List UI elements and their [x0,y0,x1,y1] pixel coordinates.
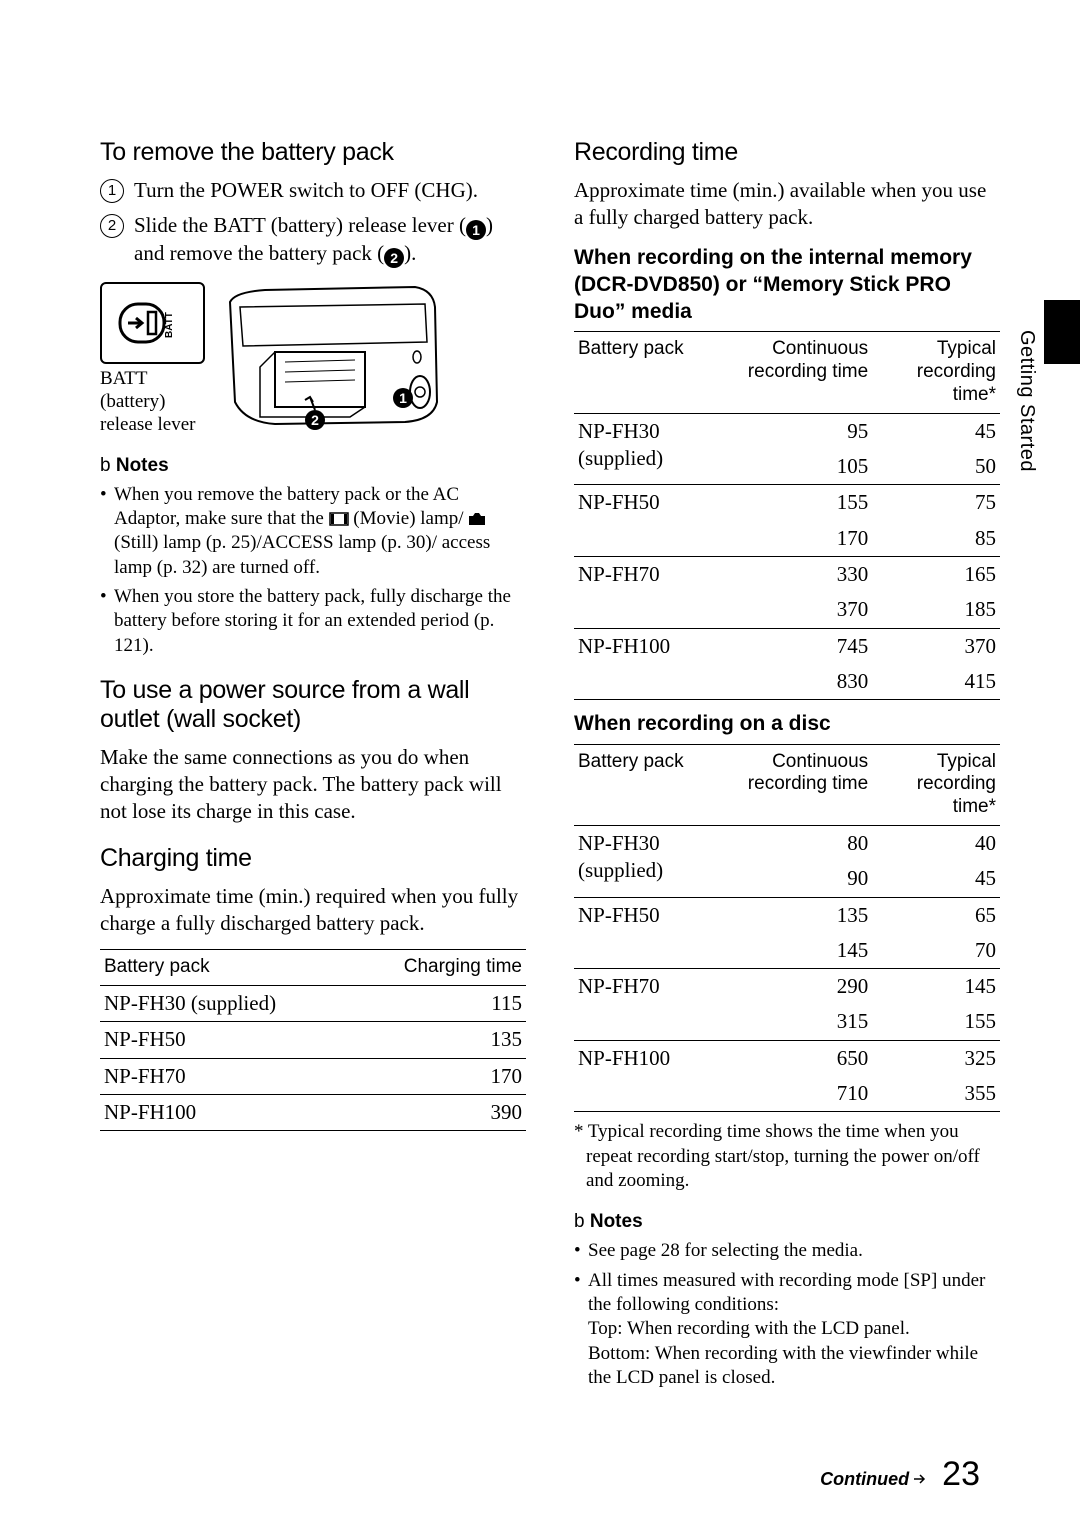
table-row: NP-FH30 (supplied)8040 [574,825,1000,861]
recording-time-intro: Approximate time (min.) available when y… [574,177,1000,232]
table-row: NP-FH100745370 [574,628,1000,664]
charging-time-text: Approximate time (min.) required when yo… [100,883,526,938]
right-column: Recording time Approximate time (min.) a… [574,120,1000,1395]
heading-recording-time: Recording time [574,138,1000,167]
col-battery: Battery pack [574,332,736,413]
notes-heading-right: b Notes [574,1211,1000,1233]
heading-wall-outlet: To use a power source from a wall outlet… [100,676,526,734]
still-icon [468,512,486,526]
page-columns: To remove the battery pack Turn the POWE… [100,120,1000,1395]
recording-table-disc: Battery pack Continuous recording time T… [574,744,1000,1113]
left-note-1: When you remove the battery pack or the … [100,483,526,580]
table-row: NP-FH50135 [100,1022,526,1058]
wall-outlet-text: Make the same connections as you do when… [100,744,526,826]
col-battery: Battery pack [574,744,736,825]
notes-label: Notes [590,1211,643,1232]
step-2: Slide the BATT (battery) release lever (… [100,212,526,268]
svg-text:BATT: BATT [164,312,175,338]
svg-text:2: 2 [311,412,319,428]
movie-icon [329,512,349,526]
section-tab-black [1044,300,1080,364]
continued-arrow-icon [914,1474,928,1484]
remove-battery-steps: Turn the POWER switch to OFF (CHG). Slid… [100,177,526,268]
left-column: To remove the battery pack Turn the POWE… [100,120,526,1395]
continued-label: Continued [820,1469,928,1490]
notes-label: Notes [116,455,169,476]
table-row: NP-FH100390 [100,1095,526,1131]
table-row: NP-FH70330165 [574,557,1000,593]
camcorder-diagram-icon: 1 2 [215,282,445,432]
callout-2-icon: 2 [384,248,404,268]
step-2-text-a: Slide the BATT (battery) release lever ( [134,213,466,237]
subheading-disc: When recording on a disc [574,710,1000,737]
left-notes-list: When you remove the battery pack or the … [100,483,526,658]
right-note-1: See page 28 for selecting the media. [574,1239,1000,1263]
table-row: NP-FH30 (supplied)9545 [574,413,1000,449]
table-row: NP-FH70290145 [574,969,1000,1005]
table-row: NP-FH100650325 [574,1040,1000,1076]
col-battery: Battery pack [100,950,350,986]
subheading-internal-memory: When recording on the internal memory (D… [574,244,1000,326]
section-tab-label: Getting Started [1015,330,1038,472]
col-typical: Typical recording time* [872,744,1000,825]
right-notes-list: See page 28 for selecting the media. All… [574,1239,1000,1390]
step-1-text: Turn the POWER switch to OFF (CHG). [134,178,478,202]
page-footer: Continued 23 [820,1455,980,1494]
typical-footnote: * Typical recording time shows the time … [574,1120,1000,1193]
step-1: Turn the POWER switch to OFF (CHG). [100,177,526,204]
lever-diagram-icon: BATT [100,282,205,364]
table-row: NP-FH5013565 [574,897,1000,933]
battery-diagram-row: BATT BATT (battery) release lever [100,282,526,436]
lever-caption: BATT (battery) release lever [100,368,205,436]
notes-prefix: b [100,455,111,476]
left-note-2: When you store the battery pack, fully d… [100,585,526,658]
charging-time-table: Battery pack Charging time NP-FH30 (supp… [100,949,526,1131]
heading-charging-time: Charging time [100,844,526,873]
notes-prefix: b [574,1211,585,1232]
table-row: NP-FH5015575 [574,485,1000,521]
recording-table-memory: Battery pack Continuous recording time T… [574,331,1000,700]
table-row: NP-FH70170 [100,1058,526,1094]
col-continuous: Continuous recording time [736,332,872,413]
callout-1-icon: 1 [466,220,486,240]
table-row: NP-FH30 (supplied)115 [100,986,526,1022]
col-continuous: Continuous recording time [736,744,872,825]
col-typical: Typical recording time* [872,332,1000,413]
step-2-text-c: ). [404,241,416,265]
right-note-2: All times measured with recording mode [… [574,1269,1000,1391]
notes-heading-left: b Notes [100,455,526,477]
heading-remove-battery: To remove the battery pack [100,138,526,167]
battery-lever-diagram: BATT BATT (battery) release lever [100,282,205,436]
page-number: 23 [942,1455,980,1494]
col-charging: Charging time [350,950,526,986]
svg-text:1: 1 [399,390,407,406]
